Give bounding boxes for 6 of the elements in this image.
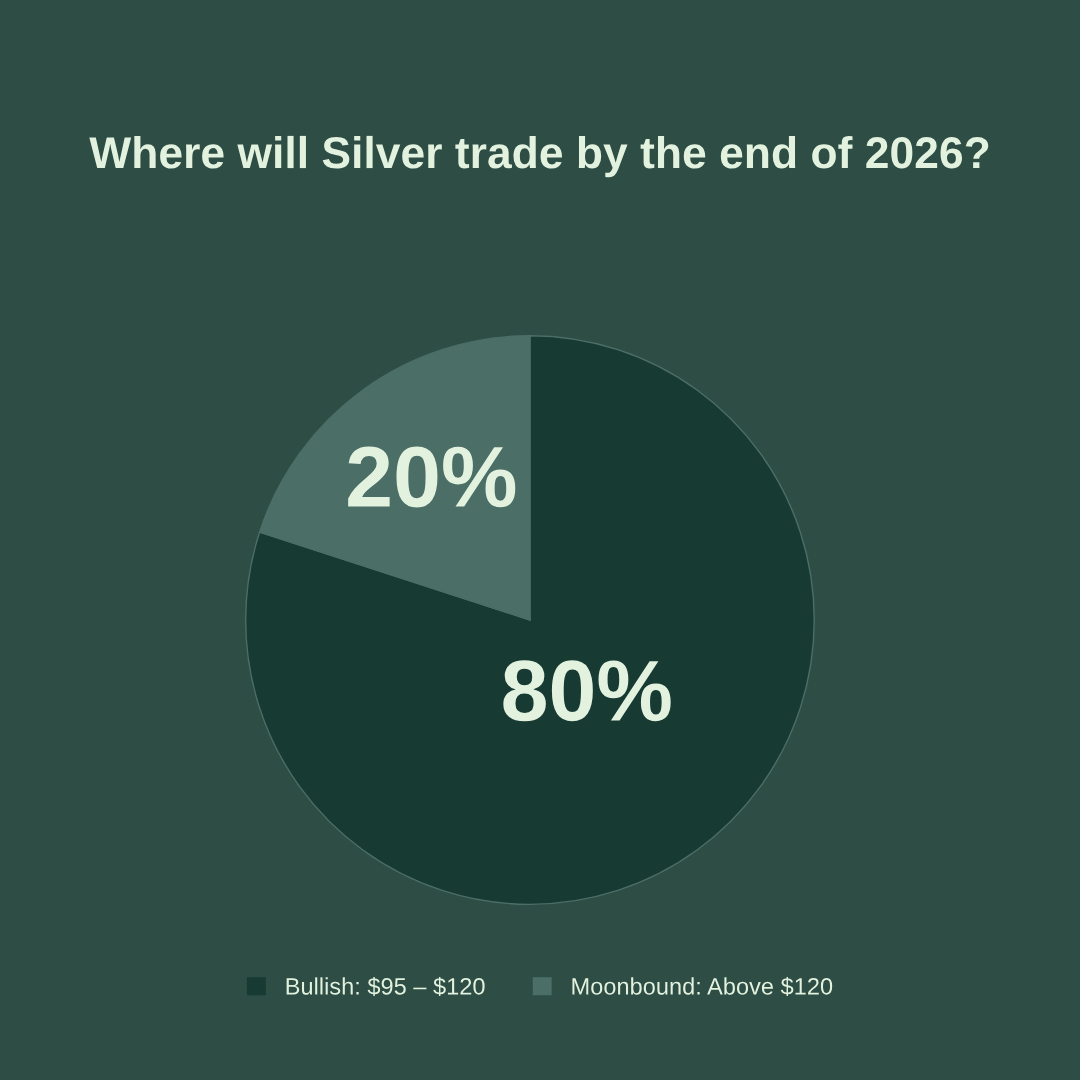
- chart-title: Where will Silver trade by the end of 2026?: [89, 135, 989, 178]
- data-label: 20%: [348, 446, 516, 508]
- data-label: 80%: [503, 660, 671, 722]
- legend-label: Moonbound: Above $120: [572, 976, 833, 997]
- pie-slice: [244, 335, 815, 906]
- legend-label: Bullish: $95 – $120: [286, 976, 485, 997]
